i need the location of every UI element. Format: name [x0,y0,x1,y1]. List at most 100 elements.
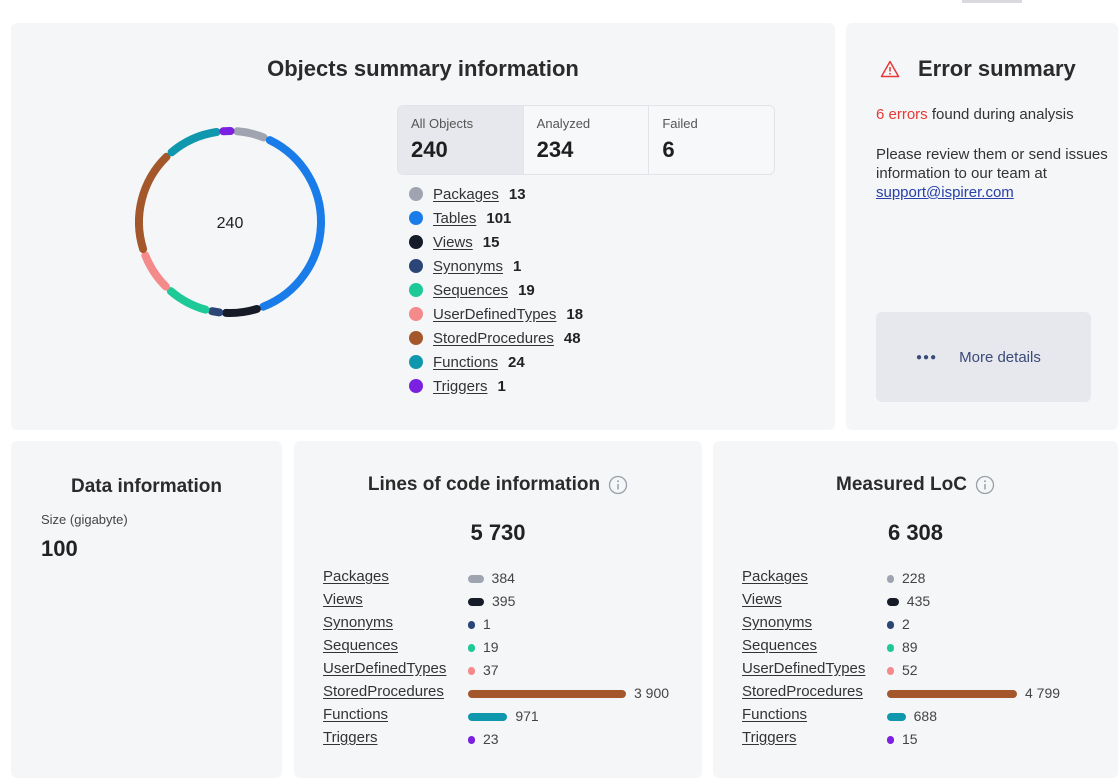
bar [887,644,894,652]
bar-label-link[interactable]: Functions [742,706,808,723]
bar-row: Triggers 15 [742,729,1102,752]
data-information-title: Data information [71,476,222,497]
legend-dot [409,259,423,273]
bar [887,713,906,721]
legend-count: 18 [566,305,584,323]
bar-label-link[interactable]: Views [323,591,363,608]
donut-segment-storedprocedures[interactable] [135,152,171,254]
bar-row: Views 395 [323,591,683,614]
bar-value: 52 [902,662,918,678]
bar-row: UserDefinedTypes 52 [742,660,1102,683]
legend-link[interactable]: UserDefinedTypes [433,305,557,323]
error-found-text: found during analysis [927,106,1074,123]
donut-segment-synonyms[interactable] [208,307,224,317]
tab-label: All Objects [411,116,474,131]
error-summary-header: Error summary [880,56,1076,82]
legend-link[interactable]: Tables [433,209,477,227]
bar-row: UserDefinedTypes 37 [323,660,683,683]
lines-of-code-card: Lines of code information 5 730 Packages… [294,441,702,778]
tab-failed[interactable]: Failed 6 [649,106,774,174]
legend-count: 48 [563,329,581,347]
info-icon[interactable] [975,475,995,495]
legend-link[interactable]: Synonyms [433,257,504,275]
bar-label-link[interactable]: Packages [742,568,808,585]
bar-label-link[interactable]: UserDefinedTypes [323,660,447,677]
bar-value: 688 [913,708,937,724]
bar-label-link[interactable]: Sequences [323,637,399,654]
info-icon[interactable] [608,475,628,495]
bar-label-link[interactable]: StoredProcedures [742,683,863,700]
bar-row: Triggers 23 [323,729,683,752]
bar-label-link[interactable]: Functions [323,706,389,723]
legend-link[interactable]: StoredProcedures [433,329,554,347]
tab-label: Failed [662,116,698,131]
bar-value: 395 [492,593,516,609]
tab-value: 234 [536,137,574,162]
bar-label-link[interactable]: Packages [323,568,389,585]
tab-all-objects[interactable]: All Objects 240 [398,106,524,174]
bar-row: Sequences 89 [742,637,1102,660]
legend-link[interactable]: Functions [433,353,499,371]
error-summary-card: Error summary 6 errors found during anal… [846,23,1118,430]
legend-item: Synonyms 1 [409,254,583,278]
legend-dot [409,235,423,249]
legend-dot [409,211,423,225]
support-email-link[interactable]: support@ispirer.com [876,184,1014,201]
bar [887,598,899,606]
donut-segment-tables[interactable] [259,136,325,311]
bar [468,667,475,675]
tab-analyzed[interactable]: Analyzed 234 [524,106,650,174]
bar-row: Functions 971 [323,706,683,729]
more-details-button[interactable]: ●●● More details [876,312,1091,402]
bar [468,736,475,744]
mloc-total: 6 308 [887,520,944,545]
legend-count: 19 [518,281,535,299]
objects-summary-title: Objects summary information [267,56,579,81]
loc-bar-list: Packages 384 Views 395 Synonyms 1 Sequences 19 U… [323,568,683,752]
bar-label-link[interactable]: Sequences [742,637,818,654]
objects-tabs: All Objects 240 Analyzed 234 Failed 6 [397,105,775,175]
bar-value: 3 900 [634,685,670,701]
donut-center-total: 240 [217,215,244,232]
bar [887,667,894,675]
bar-label-link[interactable]: Views [742,591,782,608]
bar [887,690,1017,698]
donut-segment-sequences[interactable] [166,287,210,314]
legend-link[interactable]: Packages [433,185,499,203]
bar-value: 384 [491,570,515,586]
legend-count: 13 [508,185,526,203]
bar-label-link[interactable]: StoredProcedures [323,683,444,700]
legend-dot [409,283,423,297]
more-dots-icon: ●●● [916,351,938,363]
legend-link[interactable]: Triggers [433,377,488,395]
donut-segment-views[interactable] [221,304,261,317]
legend-link[interactable]: Views [433,233,473,251]
bar-label-link[interactable]: Triggers [742,729,797,746]
donut-segment-packages[interactable] [233,127,268,142]
tab-label: Analyzed [536,116,591,131]
bar-label-link[interactable]: Synonyms [323,614,394,631]
warning-icon [880,60,900,78]
legend-count: 1 [513,257,522,275]
legend-item: Functions 24 [409,350,583,374]
bar-label-link[interactable]: Triggers [323,729,378,746]
bar-value: 1 [483,616,491,632]
legend-count: 1 [497,377,506,395]
error-review-text: Please review them or send issues inform… [876,145,1111,202]
bar-label-link[interactable]: UserDefinedTypes [742,660,866,677]
bar [468,690,626,698]
bar [887,575,894,583]
objects-legend: Packages 13 Tables 101 Views 15 Synonyms 1 Seque… [409,182,583,398]
bar [468,621,475,629]
objects-summary-card: Objects summary information 240 All Obje… [11,23,835,430]
bar-row: Sequences 19 [323,637,683,660]
legend-link[interactable]: Sequences [433,281,509,299]
bar-value: 228 [902,570,926,586]
bar-label-link[interactable]: Synonyms [742,614,813,631]
bar [468,713,508,721]
bar-row: Views 435 [742,591,1102,614]
donut-segment-functions[interactable] [167,127,221,157]
donut-segment-userdefinedtypes[interactable] [141,251,170,291]
legend-item: StoredProcedures 48 [409,326,583,350]
bar-value: 37 [483,662,499,678]
